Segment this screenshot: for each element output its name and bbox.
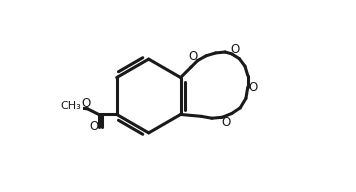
Text: CH₃: CH₃ <box>60 101 81 111</box>
Text: O: O <box>231 43 240 56</box>
Text: O: O <box>188 50 198 63</box>
Text: O: O <box>89 120 99 133</box>
Text: O: O <box>249 80 258 94</box>
Text: O: O <box>221 116 231 128</box>
Text: O: O <box>82 97 91 110</box>
